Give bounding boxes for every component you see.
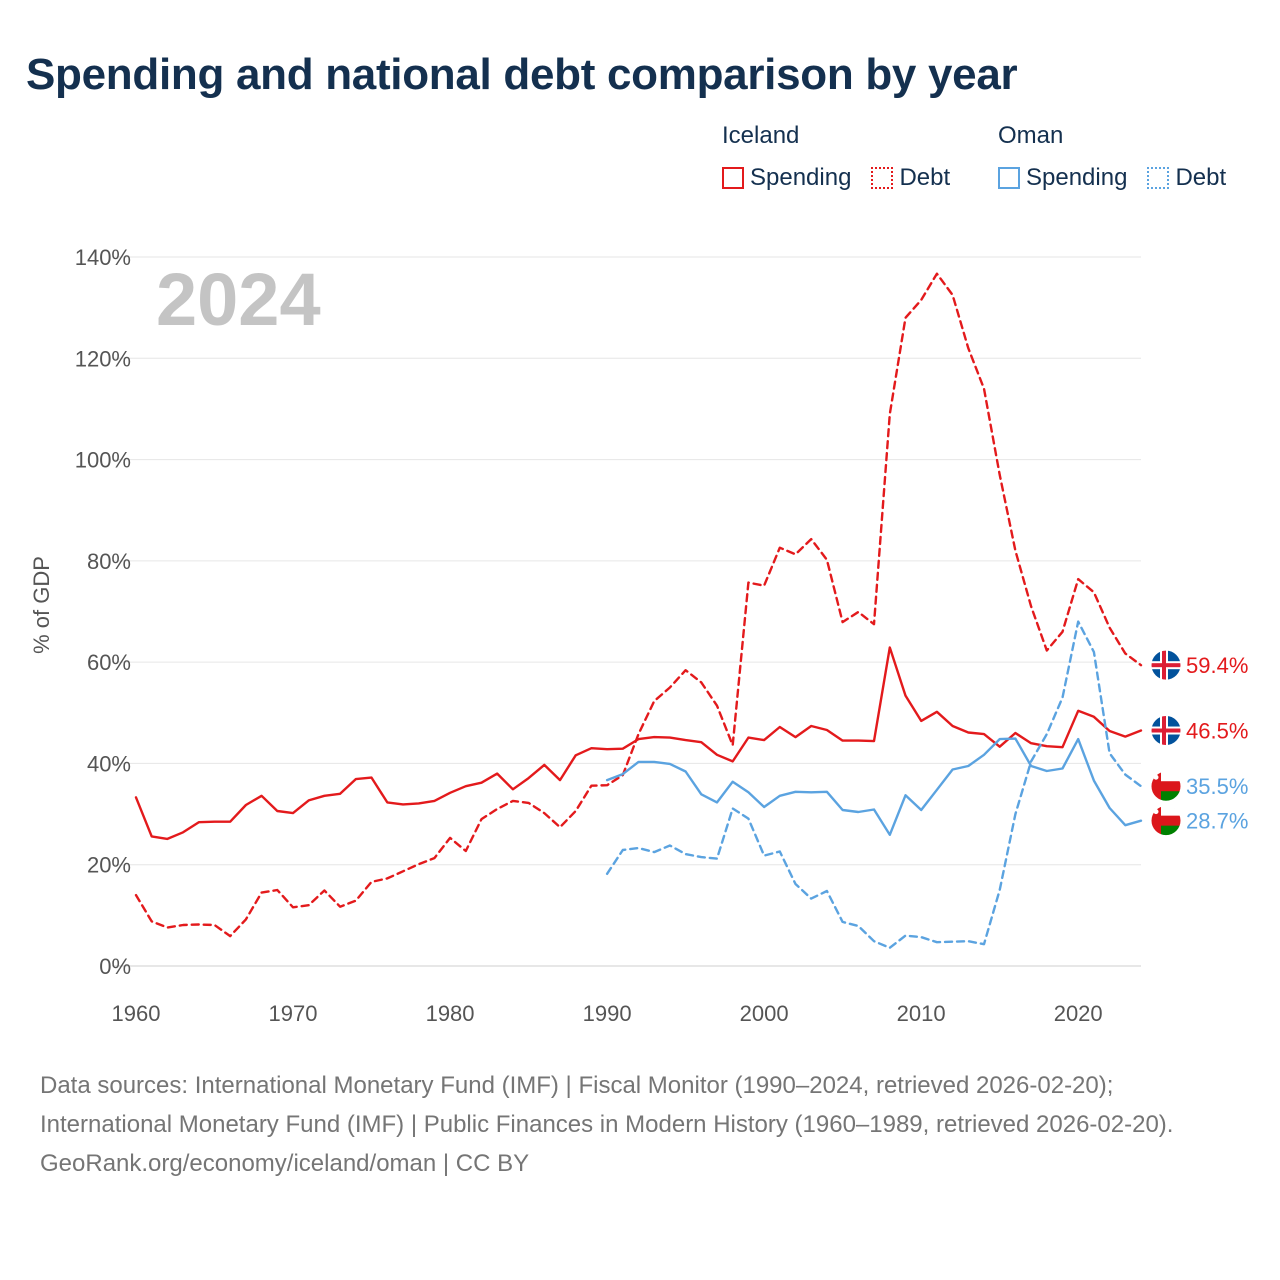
series-line-oman-spending	[605, 737, 1143, 836]
legend-entry-iceland-debt[interactable]: Debt	[871, 164, 950, 192]
y-tick-label: 100%	[75, 448, 131, 473]
legend-country-label: Iceland	[722, 122, 800, 149]
series-line-oman-debt	[605, 620, 1143, 949]
legend-entry-label: Spending	[1026, 164, 1128, 191]
y-axis-label: % of GDP	[29, 556, 54, 654]
oman-flag-icon	[1150, 805, 1182, 837]
chart-title: Spending and national debt comparison by…	[26, 50, 1018, 99]
legend-group-oman: Oman Spending Debt	[998, 122, 1226, 192]
legend-group-iceland: Iceland Spending Debt	[722, 122, 950, 192]
y-axis-ticks: 0% 20% 40% 60% 80% 100% 120% 140%	[75, 245, 131, 979]
x-tick-label: 1960	[112, 1001, 161, 1026]
series-lines	[134, 272, 1143, 949]
x-tick-label: 1970	[269, 1001, 318, 1026]
series-end-label: 46.5%	[1186, 719, 1248, 744]
legend-entry-iceland-spending[interactable]: Spending	[722, 164, 851, 192]
dotted-line-swatch-icon	[871, 167, 894, 189]
legend-country-label: Oman	[998, 122, 1064, 149]
legend-entry-oman-debt[interactable]: Debt	[1147, 164, 1226, 192]
series-end-labels: 59.4% 46.5% 35.5% 28.7%	[1150, 649, 1248, 837]
series-end-label: 28.7%	[1186, 809, 1248, 834]
x-tick-label: 1980	[426, 1001, 475, 1026]
series-line-iceland-debt	[134, 272, 1143, 938]
legend-entry-label: Debt	[899, 164, 951, 191]
solid-line-swatch-icon	[722, 167, 744, 189]
x-tick-label: 2020	[1054, 1001, 1103, 1026]
y-tick-label: 40%	[87, 751, 131, 776]
legend-entry-oman-spending[interactable]: Spending	[998, 164, 1127, 192]
oman-flag-icon	[1150, 770, 1182, 802]
y-tick-label: 80%	[87, 549, 131, 574]
x-tick-label: 2000	[740, 1001, 789, 1026]
y-tick-label: 0%	[99, 954, 131, 979]
y-tick-label: 60%	[87, 650, 131, 675]
data-sources: Data sources: International Monetary Fun…	[40, 1072, 1174, 1138]
legend-entry-label: Spending	[750, 164, 852, 191]
grid-lines	[112, 256, 1141, 967]
y-tick-label: 20%	[87, 853, 131, 878]
x-tick-label: 2010	[897, 1001, 946, 1026]
series-end-label: 59.4%	[1186, 653, 1248, 678]
x-tick-label: 1990	[583, 1001, 632, 1026]
line-chart: 2024 0% 20% 40% 60% 80% 100% 120% 140% 1960 1970…	[29, 245, 1248, 1026]
footer: Data sources: International Monetary Fun…	[40, 1066, 1240, 1183]
solid-line-swatch-icon	[998, 167, 1020, 189]
year-watermark: 2024	[156, 258, 321, 341]
series-line-iceland-spending	[134, 646, 1143, 841]
x-axis-ticks: 1960 1970 1980 1990 2000 2010 2020	[112, 1001, 1103, 1026]
y-tick-label: 140%	[75, 245, 131, 270]
credit-link[interactable]: GeoRank.org/economy/iceland/oman | CC BY	[40, 1150, 530, 1177]
dotted-line-swatch-icon	[1147, 167, 1170, 189]
legend-entry-label: Debt	[1175, 164, 1227, 191]
series-end-label: 35.5%	[1186, 774, 1248, 799]
iceland-flag-icon	[1150, 649, 1182, 681]
y-tick-label: 120%	[75, 346, 131, 371]
iceland-flag-icon	[1150, 715, 1182, 747]
